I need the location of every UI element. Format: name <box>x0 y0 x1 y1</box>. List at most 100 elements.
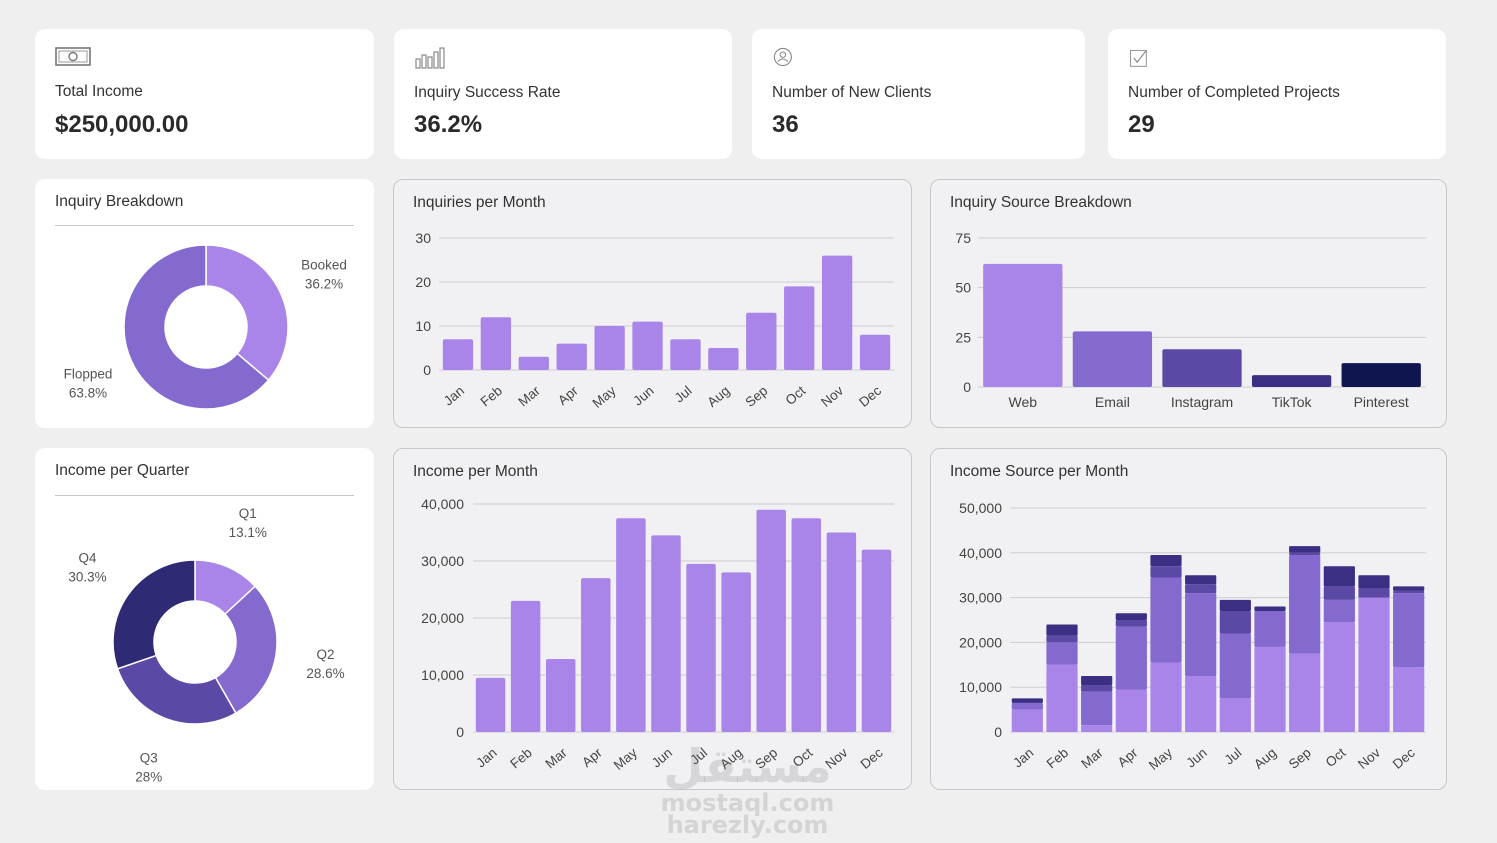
y-tick-label: 20 <box>415 274 431 290</box>
bar <box>545 659 576 732</box>
donut-slice <box>205 244 289 382</box>
x-tick-label: Dec <box>1390 745 1418 772</box>
bar <box>670 339 701 370</box>
bar <box>708 348 739 370</box>
bar <box>475 677 506 732</box>
inquiries-per-month-chart: 0 10 20 30 Jan Feb Mar Apr May Jun Jul Aug Sep Oct Nov… <box>415 230 894 411</box>
x-tick-label: Jul <box>672 383 695 406</box>
bar-segment <box>1115 689 1147 732</box>
kpi-card-new-clients: Number of New Clients 36 <box>752 29 1085 159</box>
kpi-value: 29 <box>1128 111 1155 138</box>
income-source-per-month-panel: Income Source per Month 0 10,000 20,000 30,… <box>930 448 1447 790</box>
bar-segment <box>1358 575 1390 589</box>
x-tick-label: Nov <box>822 745 850 772</box>
inquiry-breakdown-card: Inquiry Breakdown Booked 36.2% Flopped 63.8… <box>35 179 374 428</box>
income-source-per-month-chart: 0 10,000 20,000 30,000 40,000 50,000 Jan Feb Mar… <box>959 500 1426 773</box>
y-tick-label: 50 <box>955 280 971 296</box>
y-tick-label: 0 <box>994 724 1002 740</box>
bar-segment <box>1150 555 1182 567</box>
slice-percent: 30.3% <box>68 569 106 584</box>
kpi-value: 36 <box>772 111 799 138</box>
bar <box>510 600 541 732</box>
bar-segment <box>1254 606 1286 612</box>
x-tick-label: Sep <box>742 383 770 410</box>
bar <box>791 518 822 732</box>
donut-slice <box>214 585 278 715</box>
kpi-card-completed-projects: Number of Completed Projects 29 <box>1108 29 1446 159</box>
bar-segment <box>1323 586 1355 600</box>
bar-segment <box>1289 546 1321 553</box>
x-tick-label: Jan <box>473 745 499 770</box>
slice-percent: 13.1% <box>229 525 267 540</box>
x-tick-label: Jun <box>1183 745 1209 770</box>
slice-label: Flopped <box>64 367 113 382</box>
bar-segment <box>1150 566 1182 578</box>
x-tick-label: May <box>590 383 619 411</box>
bar-chart-icon <box>415 47 445 69</box>
income-per-month-chart: 0 10,000 20,000 30,000 40,000 Jan Feb Mar Apr May… <box>421 496 894 773</box>
x-tick-label: Oct <box>1323 745 1349 770</box>
donut-slice <box>116 654 237 725</box>
bar-segment <box>1219 611 1251 634</box>
watermark-latin: mostaql.com <box>660 789 835 817</box>
x-tick-label: Jan <box>1010 745 1036 770</box>
y-tick-label: 75 <box>955 230 971 246</box>
checkbox-icon <box>1129 49 1147 67</box>
x-tick-label: Aug <box>704 383 732 410</box>
y-tick-label: 40,000 <box>421 496 464 512</box>
bar <box>746 312 777 370</box>
bar-segment <box>1323 622 1355 732</box>
y-tick-label: 30 <box>415 230 431 246</box>
x-tick-label: Feb <box>507 745 534 771</box>
bar-segment <box>1289 653 1321 732</box>
bar-segment <box>1081 725 1113 732</box>
y-tick-label: 25 <box>955 329 971 345</box>
x-tick-label: Mar <box>542 745 570 772</box>
bar <box>983 263 1063 387</box>
slice-label: Q2 <box>316 647 334 662</box>
x-tick-label: Apr <box>555 383 581 408</box>
x-tick-label: Web <box>1009 394 1038 410</box>
x-tick-label: Pinterest <box>1354 394 1409 410</box>
kpi-label: Number of New Clients <box>772 84 932 101</box>
x-tick-label: Mar <box>515 383 543 410</box>
y-tick-label: 10 <box>415 318 431 334</box>
kpi-value: 36.2% <box>414 111 483 138</box>
x-tick-label: TikTok <box>1272 394 1313 410</box>
bar-segment <box>1115 620 1147 627</box>
bar-segment <box>1289 552 1321 556</box>
bar-segment <box>1393 667 1425 732</box>
bar-segment <box>1115 613 1147 620</box>
bar <box>756 509 786 732</box>
donut-slice <box>123 244 270 410</box>
x-tick-label: May <box>611 745 640 773</box>
chart-title: Income Source per Month <box>950 463 1129 480</box>
slice-percent: 28.6% <box>306 666 344 681</box>
bar-segment <box>1323 566 1355 587</box>
bar <box>721 572 751 732</box>
bar-segment <box>1219 599 1251 612</box>
bar <box>1251 375 1332 387</box>
chart-title: Income per Month <box>413 463 538 480</box>
bar-segment <box>1081 691 1113 726</box>
y-tick-label: 0 <box>963 379 971 395</box>
bar-segment <box>1046 635 1078 643</box>
x-tick-label: Apr <box>1115 745 1141 770</box>
x-tick-label: Instagram <box>1171 394 1233 410</box>
watermark-latin-2: harezly.com <box>666 811 829 839</box>
donut-slice <box>112 559 196 670</box>
x-tick-label: Nov <box>818 383 846 410</box>
bar <box>616 518 646 732</box>
x-tick-label: Sep <box>752 745 780 772</box>
bar-segment <box>1254 646 1286 732</box>
slice-percent: 36.2% <box>305 276 343 291</box>
bar-segment <box>1358 588 1390 598</box>
user-icon <box>773 47 792 67</box>
bar-segment <box>1185 593 1217 676</box>
slice-label: Q4 <box>78 550 97 565</box>
y-tick-label: 30,000 <box>421 553 464 569</box>
bar-segment <box>1185 676 1217 732</box>
chart-title: Inquiries per Month <box>413 194 546 211</box>
kpi-label: Total Income <box>55 83 143 100</box>
x-tick-label: Sep <box>1286 745 1314 772</box>
